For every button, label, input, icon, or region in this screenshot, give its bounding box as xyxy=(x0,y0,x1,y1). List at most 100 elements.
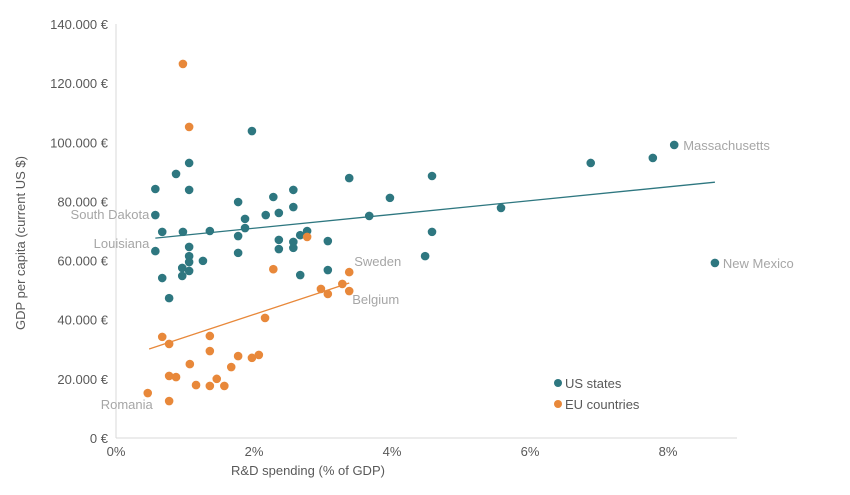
data-point-us-states xyxy=(302,226,312,236)
data-point-us-states xyxy=(184,266,194,276)
data-point-eu-countries xyxy=(164,339,174,349)
x-axis-title: R&D spending (% of GDP) xyxy=(231,463,385,478)
data-point-us-states xyxy=(184,242,194,252)
data-point-us-states xyxy=(323,265,333,275)
data-point-louisiana xyxy=(151,246,160,256)
y-tick-label: 20.000 € xyxy=(57,372,108,387)
legend-label-eu-countries: EU countries xyxy=(565,397,640,412)
point-label-louisiana: Louisiana xyxy=(94,236,150,251)
data-point-us-states xyxy=(289,185,298,195)
data-point-us-states xyxy=(157,273,167,283)
data-point-us-states xyxy=(205,226,215,236)
data-point-us-states xyxy=(240,223,250,233)
legend-item-eu-countries[interactable]: EU countries xyxy=(554,397,640,412)
data-point-eu-countries xyxy=(191,380,201,390)
data-point-eu-countries xyxy=(205,381,215,391)
data-point-us-states xyxy=(177,263,187,273)
trendline-eu-countries xyxy=(148,282,350,350)
data-point-eu-countries xyxy=(157,332,167,342)
data-point-eu-countries xyxy=(164,371,174,381)
data-point-us-states xyxy=(586,158,596,168)
trendlines xyxy=(148,181,715,350)
data-point-eu-countries xyxy=(323,289,333,299)
data-point-eu-countries xyxy=(184,122,194,132)
data-point-eu-countries xyxy=(205,346,215,356)
x-tick-label: 6% xyxy=(521,444,540,459)
data-point-eu-countries xyxy=(220,381,229,391)
x-tick-labels: 0% 2% 4% 6% 8% xyxy=(107,444,678,459)
data-point-us-states xyxy=(261,210,271,220)
data-point-eu-countries xyxy=(164,396,174,406)
data-point-us-states xyxy=(233,197,243,207)
y-tick-label: 80.000 € xyxy=(57,194,108,209)
data-point-belgium xyxy=(344,286,354,296)
data-point-us-states xyxy=(171,169,181,179)
legend-marker-us-states xyxy=(554,379,562,387)
data-point-us-states xyxy=(247,126,257,136)
data-point-us-states xyxy=(184,251,194,261)
data-point-romania xyxy=(143,388,153,398)
data-point-us-states xyxy=(184,158,194,168)
data-point-eu-countries xyxy=(247,353,257,363)
data-point-us-states xyxy=(295,270,305,280)
y-axis-title: GDP per capita (current US $) xyxy=(13,156,28,330)
legend: US states EU countries xyxy=(554,376,640,412)
data-point-us-states xyxy=(648,153,658,163)
data-point-eu-countries xyxy=(205,331,215,341)
y-tick-label: 140.000 € xyxy=(50,17,109,32)
data-point-south-dakota xyxy=(151,210,160,220)
x-tick-label: 4% xyxy=(383,444,402,459)
data-point-us-states xyxy=(178,227,188,237)
point-labels: South Dakota Louisiana Massachusetts New Me… xyxy=(71,138,794,412)
legend-label-us-states: US states xyxy=(565,376,622,391)
data-point-us-states xyxy=(151,184,160,194)
data-point-us-states xyxy=(240,214,250,224)
data-point-us-states xyxy=(233,248,243,258)
axes xyxy=(115,24,737,439)
data-point-us-states xyxy=(289,237,298,247)
data-point-us-states xyxy=(274,244,284,254)
data-point-us-states xyxy=(198,256,208,266)
data-point-eu-countries xyxy=(212,374,222,384)
data-point-us-states xyxy=(269,192,278,202)
x-tick-label: 0% xyxy=(107,444,126,459)
data-point-eu-countries xyxy=(260,313,270,323)
data-point-us-states xyxy=(420,251,430,261)
point-label-sweden: Sweden xyxy=(354,254,401,269)
data-point-us-states xyxy=(385,193,395,203)
y-tick-label: 0 € xyxy=(90,431,109,446)
data-point-us-states xyxy=(274,208,284,218)
data-point-eu-countries xyxy=(226,362,236,372)
data-point-us-states xyxy=(323,236,333,246)
data-point-eu-countries xyxy=(338,279,347,289)
legend-marker-eu-countries xyxy=(554,400,562,408)
data-point-eu-countries xyxy=(302,232,312,242)
data-point-new-mexico xyxy=(710,258,720,268)
data-point-eu-countries xyxy=(316,284,326,294)
y-tick-label: 60.000 € xyxy=(57,254,108,269)
point-label-belgium: Belgium xyxy=(352,292,399,307)
data-point-eu-countries xyxy=(185,359,195,369)
data-points xyxy=(143,59,720,406)
data-point-us-states xyxy=(164,293,174,303)
y-tick-label: 120.000 € xyxy=(50,76,109,91)
data-point-eu-countries xyxy=(178,59,188,69)
data-point-us-states xyxy=(295,230,305,240)
data-point-us-states xyxy=(184,185,194,195)
point-label-massachusetts: Massachusetts xyxy=(683,138,770,153)
legend-item-us-states[interactable]: US states xyxy=(554,376,622,391)
data-point-eu-countries xyxy=(171,372,181,382)
data-point-us-states xyxy=(427,171,437,181)
y-tick-label: 40.000 € xyxy=(57,313,108,328)
point-label-new-mexico: New Mexico xyxy=(723,256,794,271)
data-point-us-states xyxy=(496,203,506,213)
data-point-sweden xyxy=(344,267,354,277)
data-point-us-states xyxy=(184,257,194,267)
data-point-us-states xyxy=(344,173,354,183)
data-point-us-states xyxy=(427,227,437,237)
data-point-us-states xyxy=(157,227,167,237)
data-point-eu-countries xyxy=(233,351,243,361)
data-point-us-states xyxy=(177,271,187,281)
data-point-massachusetts xyxy=(669,140,679,150)
